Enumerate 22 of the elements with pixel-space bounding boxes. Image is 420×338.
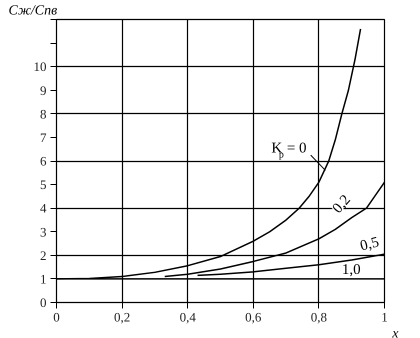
- y-tick-label: 8: [40, 106, 46, 122]
- x-tick-label: 0,6: [245, 310, 262, 324]
- y-tick-label: 10: [34, 59, 46, 74]
- y-tick-label: 5: [40, 177, 46, 192]
- x-axis-title: x: [391, 326, 400, 338]
- y-tick-label: 9: [40, 82, 46, 98]
- y-axis-title: Cж/Cпв: [8, 4, 58, 18]
- y-tick-label: 3: [40, 224, 46, 240]
- x-tick-label: 1: [381, 310, 388, 324]
- x-tick-label: 0: [53, 310, 60, 324]
- text: 0,5: [358, 234, 381, 254]
- y-tick-label: 6: [40, 154, 47, 168]
- text: 0,2: [330, 192, 354, 217]
- x-tick-label: 0,8: [310, 310, 328, 324]
- y-tick-label: 2: [40, 248, 46, 263]
- series-label: 1,0: [342, 262, 361, 278]
- y-tick-label: 4: [40, 200, 47, 216]
- x-tick-label: 0,4: [180, 310, 196, 324]
- x-tick-label: 0,2: [114, 310, 130, 324]
- y-tick-label: 7: [40, 130, 47, 145]
- y-tick-label: 0: [40, 295, 46, 310]
- y-tick-label: 1: [40, 271, 46, 286]
